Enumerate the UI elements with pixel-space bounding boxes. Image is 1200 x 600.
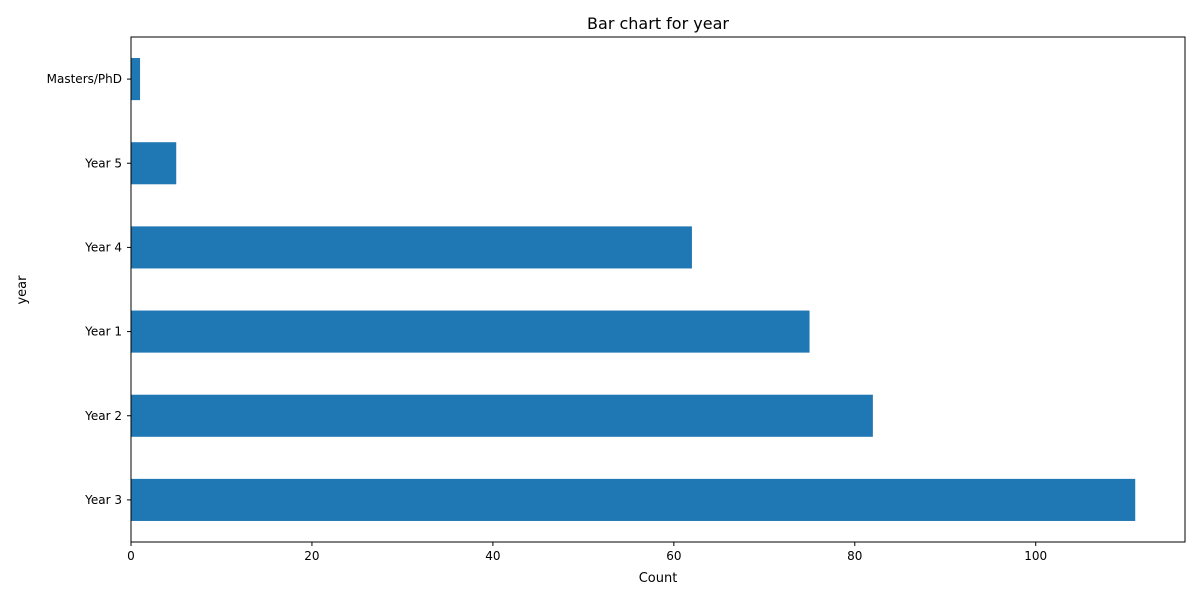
x-tick-label: 60 bbox=[666, 549, 681, 563]
chart-title: Bar chart for year bbox=[587, 14, 729, 33]
bars-group bbox=[131, 58, 1136, 521]
x-tick-label: 20 bbox=[304, 549, 319, 563]
y-tick-label: Year 5 bbox=[84, 156, 122, 170]
bar-year-1 bbox=[131, 310, 810, 353]
bar-year-4 bbox=[131, 226, 692, 269]
x-tick-label: 100 bbox=[1024, 549, 1047, 563]
y-tick-label: Masters/PhD bbox=[47, 72, 122, 86]
x-tick-label: 0 bbox=[127, 549, 135, 563]
x-tick-label: 80 bbox=[847, 549, 862, 563]
y-tick-label: Year 3 bbox=[84, 493, 122, 507]
x-axis-label: Count bbox=[639, 571, 678, 586]
plot-frame bbox=[130, 36, 1186, 543]
bar-year-5 bbox=[131, 142, 177, 185]
x-axis-ticks: 0 20 40 60 80 100 bbox=[127, 542, 1047, 563]
y-tick-label: Year 2 bbox=[84, 409, 122, 423]
bar-masters-phd bbox=[131, 58, 141, 101]
y-tick-label: Year 4 bbox=[84, 240, 122, 254]
x-tick-label: 40 bbox=[485, 549, 500, 563]
bar-year-2 bbox=[131, 394, 873, 437]
y-axis-ticks: Year 3 Year 2 Year 1 Year 4 Year 5 Masters/Ph… bbox=[47, 72, 131, 507]
bar-year-3 bbox=[131, 478, 1136, 521]
y-axis-label: year bbox=[15, 275, 30, 305]
y-tick-label: Year 1 bbox=[84, 325, 122, 339]
